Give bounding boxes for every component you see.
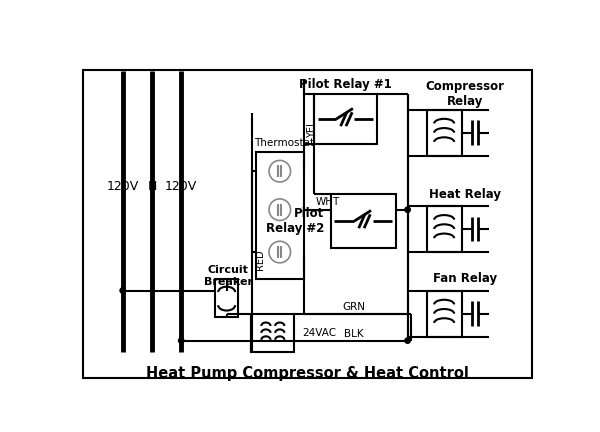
Text: Heat Relay: Heat Relay [430,188,502,201]
Text: 120V: 120V [107,180,139,193]
Text: N: N [147,180,157,193]
Bar [215,279,238,318]
Text: 24VAC: 24VAC [302,328,336,338]
Bar [427,206,461,252]
Text: Fan Relay: Fan Relay [433,273,497,286]
Text: WHT: WHT [315,197,340,207]
Bar [256,152,304,279]
Text: Pilot Relay #1: Pilot Relay #1 [299,79,392,92]
Circle shape [405,207,410,213]
Text: Pilot
Relay #2: Pilot Relay #2 [266,207,325,235]
Bar [427,291,461,337]
Text: Thermostat: Thermostat [254,138,314,148]
Text: YEL: YEL [307,120,317,137]
Bar [251,314,295,352]
Circle shape [179,338,184,343]
Text: Heat Pump Compressor & Heat Control: Heat Pump Compressor & Heat Control [146,366,469,381]
Text: GRN: GRN [342,302,365,312]
Text: BLK: BLK [344,330,364,340]
Bar [314,94,377,144]
Text: 120V: 120V [165,180,197,193]
Text: Compressor
Relay: Compressor Relay [426,80,505,108]
Bar [331,194,396,248]
Text: RED: RED [255,249,265,270]
Bar [427,110,461,156]
Circle shape [405,338,410,343]
Text: Circuit
Breaker: Circuit Breaker [203,265,253,287]
Circle shape [120,288,125,293]
